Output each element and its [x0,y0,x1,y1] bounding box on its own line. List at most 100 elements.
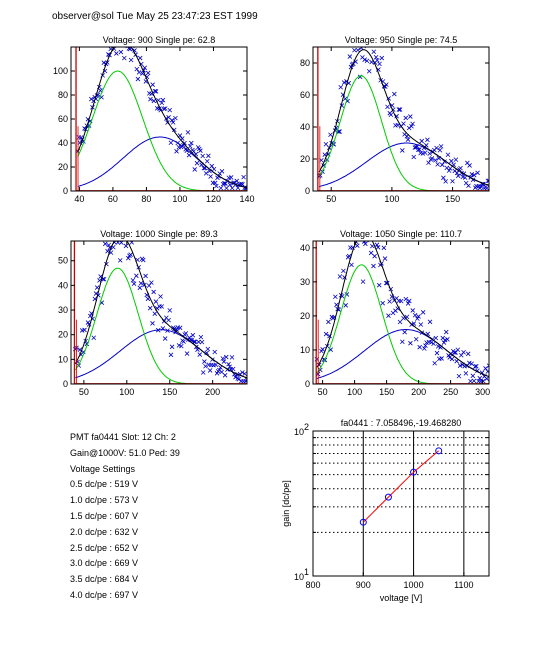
data-point [379,55,385,61]
data-point [338,84,344,90]
total-fit-curve [74,241,247,379]
y-tick-label: 0 [305,186,310,196]
data-point [411,154,417,160]
data-point [483,366,488,371]
data-point [203,171,209,176]
data-point [229,185,235,191]
data-point [234,178,240,184]
data-point [219,169,225,174]
y-tick-label: 80 [58,90,68,100]
data-point [420,309,426,315]
data-point [101,276,107,282]
data-point [463,371,469,376]
y-tick-label: 100 [53,66,68,76]
data-point [374,57,380,63]
data-point [200,153,205,159]
data-point [376,282,382,288]
data-point [417,147,422,152]
data-point [368,211,372,215]
histogram-panel-3: 50 100 150 200 0 10 20 30 40 50 Voltage: 1000 Sing… [58,209,248,397]
data-point [206,153,211,159]
data-point [126,255,131,261]
data-point [152,311,158,316]
data-point [398,298,404,304]
data-point [446,168,452,173]
pmt-line: PMT fa0441 Slot: 12 Ch: 2 [70,432,176,442]
data-point [466,183,471,189]
data-point [174,149,179,154]
data-point [113,29,117,33]
data-point [372,253,377,259]
data-point [242,371,247,377]
data-point [212,180,218,186]
data-point [114,223,118,227]
y-tick-label: 20 [300,311,310,321]
data-point [410,308,416,313]
data-point [94,285,100,290]
data-point [233,374,238,380]
data-point [337,274,343,279]
data-point [208,174,213,179]
data-point [145,70,151,76]
data-point [417,344,422,350]
data-point [183,331,189,336]
x-tick-label: 100 [119,387,134,397]
y-tick-label: 40 [300,122,310,132]
data-point [130,277,136,283]
y-tick-label: 30 [58,305,68,315]
data-point [244,377,247,382]
data-point [412,312,418,318]
data-point [472,364,478,369]
data-point [471,172,477,178]
y-tick-label: 10 [294,572,304,582]
x-tick-label: 150 [445,194,460,204]
data-point [152,88,158,94]
voltage-setting: 0.5 dc/pe : 519 V [70,479,139,490]
x-tick-label: 1100 [454,580,473,590]
data-point [465,351,471,357]
x-tick-label: 120 [206,194,221,204]
data-point [403,115,409,121]
data-point [439,162,445,168]
data-point [397,107,403,112]
data-point [219,369,224,375]
data-point [198,334,204,340]
x-tick-label: 200 [411,387,426,397]
data-point [447,166,453,171]
data-point [168,140,174,146]
data-point [134,66,140,72]
y-tick-label: 40 [58,138,68,148]
data-point [167,107,173,113]
data-point [120,12,124,16]
data-point [226,361,231,367]
data-point [196,339,201,345]
gain-fit-line [362,450,440,523]
data-point [454,358,459,364]
y-tick-label: 0 [63,379,68,389]
data-point [349,262,354,268]
data-point [362,57,367,62]
panel-title: Voltage: 950 Single pe: 74.5 [345,35,458,45]
data-point [423,343,428,348]
data-point [181,339,186,344]
pmt-info-panel: PMT fa0441 Slot: 12 Ch: 2 Gain@1000V: 51… [70,430,180,604]
y-tick-label: 0 [305,379,310,389]
y-tick-label: 60 [300,90,310,100]
axes-box [70,240,248,385]
voltage-setting: 2.0 dc/pe : 632 V [70,526,139,537]
data-point [218,185,224,191]
data-point [121,209,125,213]
data-point [141,257,146,263]
data-point [214,183,219,189]
data-point [194,160,200,166]
data-point [485,178,489,184]
data-point [343,303,349,308]
data-point [380,300,385,306]
data-point [212,349,218,355]
total-fit-curve [316,241,489,378]
y-tick-label: 40 [300,243,310,253]
data-point [184,148,190,154]
data-point [426,160,431,166]
data-point [408,114,413,119]
data-point [147,305,153,311]
